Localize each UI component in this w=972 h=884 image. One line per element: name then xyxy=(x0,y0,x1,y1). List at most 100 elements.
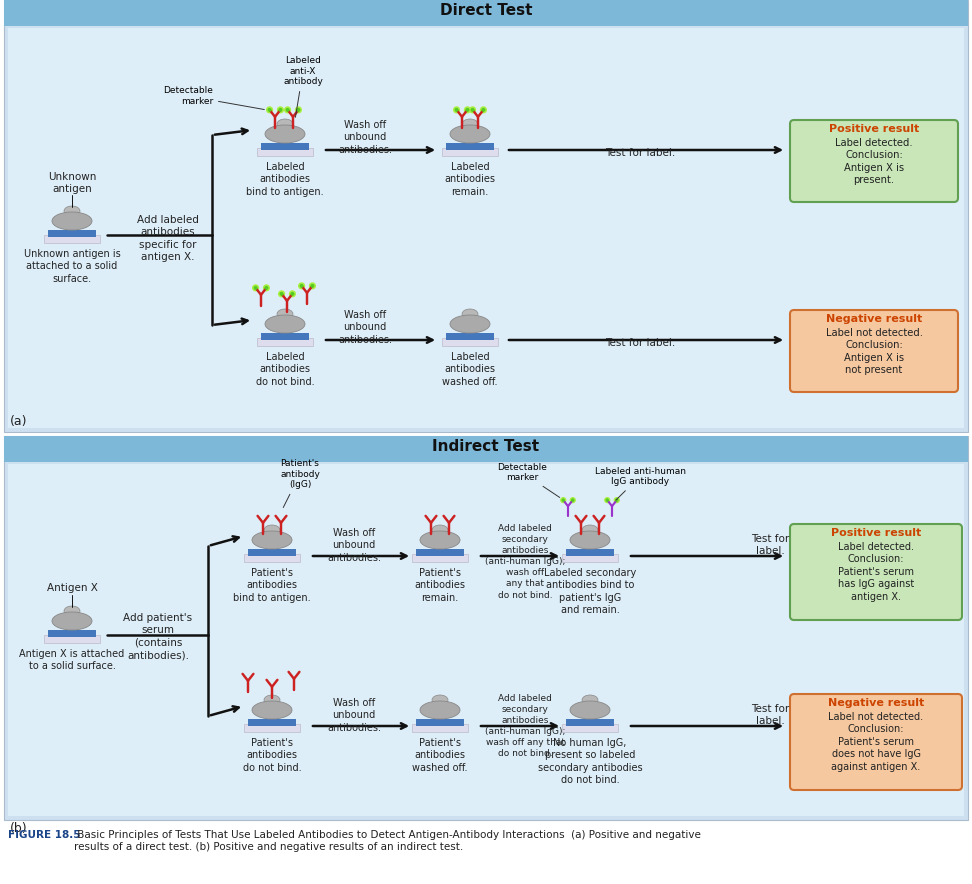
Bar xyxy=(562,554,618,562)
Bar xyxy=(48,630,96,637)
Text: Labeled
antibodies
do not bind.: Labeled antibodies do not bind. xyxy=(256,352,314,387)
Ellipse shape xyxy=(262,285,270,292)
Bar xyxy=(442,338,498,346)
Ellipse shape xyxy=(278,290,285,297)
Ellipse shape xyxy=(289,290,296,297)
Text: Label detected.
Conclusion:
Antigen X is
present.: Label detected. Conclusion: Antigen X is… xyxy=(835,138,913,186)
Text: Patient's
antibodies
bind to antigen.: Patient's antibodies bind to antigen. xyxy=(233,568,311,603)
Bar xyxy=(562,724,618,732)
Ellipse shape xyxy=(470,108,474,112)
Bar xyxy=(48,230,96,237)
Ellipse shape xyxy=(450,125,490,143)
Ellipse shape xyxy=(252,531,292,549)
Text: Indirect Test: Indirect Test xyxy=(433,439,539,454)
Bar xyxy=(244,554,300,562)
Ellipse shape xyxy=(469,106,476,113)
Bar xyxy=(412,724,468,732)
Text: Patient's
antibodies
remain.: Patient's antibodies remain. xyxy=(414,568,466,603)
Ellipse shape xyxy=(571,499,574,502)
Text: Wash off
unbound
antibodies.: Wash off unbound antibodies. xyxy=(338,120,392,155)
Ellipse shape xyxy=(299,284,303,288)
Bar xyxy=(8,464,964,816)
Ellipse shape xyxy=(277,119,293,129)
Ellipse shape xyxy=(278,108,283,112)
Text: Negative result: Negative result xyxy=(828,698,924,708)
Ellipse shape xyxy=(252,701,292,719)
Bar xyxy=(257,338,313,346)
Ellipse shape xyxy=(432,695,448,705)
Bar xyxy=(442,148,498,156)
Bar xyxy=(446,333,494,340)
Ellipse shape xyxy=(420,531,460,549)
Text: Wash off
unbound
antibodies.: Wash off unbound antibodies. xyxy=(327,528,381,563)
Ellipse shape xyxy=(267,108,271,112)
Text: Unknown
antigen: Unknown antigen xyxy=(48,171,96,194)
Ellipse shape xyxy=(605,497,610,503)
Ellipse shape xyxy=(582,695,598,705)
Text: Basic Principles of Tests That Use Labeled Antibodies to Detect Antigen-Antibody: Basic Principles of Tests That Use Label… xyxy=(74,830,701,851)
Bar xyxy=(4,436,968,462)
Text: Antigen X is attached
to a solid surface.: Antigen X is attached to a solid surface… xyxy=(19,649,124,672)
Ellipse shape xyxy=(570,497,575,503)
Ellipse shape xyxy=(570,701,610,719)
Ellipse shape xyxy=(52,212,92,230)
Text: Wash off
unbound
antibodies.: Wash off unbound antibodies. xyxy=(338,310,392,345)
Text: Detectable
marker: Detectable marker xyxy=(163,87,264,110)
Ellipse shape xyxy=(64,606,80,616)
Ellipse shape xyxy=(570,531,610,549)
Text: Test for label.: Test for label. xyxy=(605,338,676,348)
Text: Direct Test: Direct Test xyxy=(439,3,533,18)
Ellipse shape xyxy=(606,499,609,502)
Text: Label not detected.
Conclusion:
Patient's serum
does not have IgG
against antige: Label not detected. Conclusion: Patient'… xyxy=(828,712,923,772)
Ellipse shape xyxy=(481,108,485,112)
Text: Labeled secondary
antibodies bind to
patient's IgG
and remain.: Labeled secondary antibodies bind to pat… xyxy=(544,568,636,615)
Ellipse shape xyxy=(296,108,300,112)
Bar xyxy=(4,0,968,26)
Ellipse shape xyxy=(254,286,258,290)
Ellipse shape xyxy=(252,285,260,292)
Ellipse shape xyxy=(286,108,290,112)
Text: Wash off
unbound
antibodies.: Wash off unbound antibodies. xyxy=(327,698,381,733)
Text: FIGURE 18.5: FIGURE 18.5 xyxy=(8,830,81,840)
Text: Add patient's
serum
(contains
antibodies).: Add patient's serum (contains antibodies… xyxy=(123,613,192,660)
Text: Labeled
antibodies
remain.: Labeled antibodies remain. xyxy=(444,162,496,197)
Bar xyxy=(257,148,313,156)
Ellipse shape xyxy=(462,309,478,319)
Text: No human IgG,
present so labeled
secondary antibodies
do not bind.: No human IgG, present so labeled seconda… xyxy=(538,738,642,785)
Text: Labeled anti-human
IgG antibody: Labeled anti-human IgG antibody xyxy=(595,467,685,500)
Text: Test for
label.: Test for label. xyxy=(751,704,789,727)
Text: Patient's
antibodies
washed off.: Patient's antibodies washed off. xyxy=(412,738,468,773)
Ellipse shape xyxy=(562,499,565,502)
Ellipse shape xyxy=(455,108,459,112)
Ellipse shape xyxy=(453,106,460,113)
Ellipse shape xyxy=(582,525,598,535)
Text: Patient's
antibody
(IgG): Patient's antibody (IgG) xyxy=(280,459,320,507)
Bar xyxy=(8,28,964,428)
Text: Antigen X: Antigen X xyxy=(47,583,97,593)
Ellipse shape xyxy=(264,525,280,535)
Bar xyxy=(4,436,968,820)
Ellipse shape xyxy=(264,695,280,705)
Ellipse shape xyxy=(560,497,567,503)
FancyBboxPatch shape xyxy=(790,310,958,392)
Ellipse shape xyxy=(266,106,273,113)
Text: Unknown antigen is
attached to a solid
surface.: Unknown antigen is attached to a solid s… xyxy=(23,249,121,284)
Bar xyxy=(416,719,464,726)
Text: Positive result: Positive result xyxy=(831,528,921,538)
Ellipse shape xyxy=(613,497,620,503)
Text: Test for label.: Test for label. xyxy=(605,148,676,158)
Ellipse shape xyxy=(464,106,471,113)
FancyBboxPatch shape xyxy=(790,524,962,620)
Text: Add labeled
secondary
antibodies
(anti-human IgG);
wash off
any that
do not bind: Add labeled secondary antibodies (anti-h… xyxy=(485,524,565,599)
Ellipse shape xyxy=(310,284,314,288)
Bar xyxy=(566,549,614,556)
Text: Test for
label.: Test for label. xyxy=(751,534,789,556)
Ellipse shape xyxy=(291,292,295,296)
Text: Labeled
antibodies
washed off.: Labeled antibodies washed off. xyxy=(442,352,498,387)
Text: Add labeled
secondary
antibodies
(anti-human IgG);
wash off any that
do not bind: Add labeled secondary antibodies (anti-h… xyxy=(485,694,565,758)
Ellipse shape xyxy=(64,206,80,216)
Ellipse shape xyxy=(295,106,302,113)
Ellipse shape xyxy=(450,315,490,333)
Text: Label detected.
Conclusion:
Patient's serum
has IgG against
antigen X.: Label detected. Conclusion: Patient's se… xyxy=(838,542,914,602)
FancyBboxPatch shape xyxy=(790,694,962,790)
